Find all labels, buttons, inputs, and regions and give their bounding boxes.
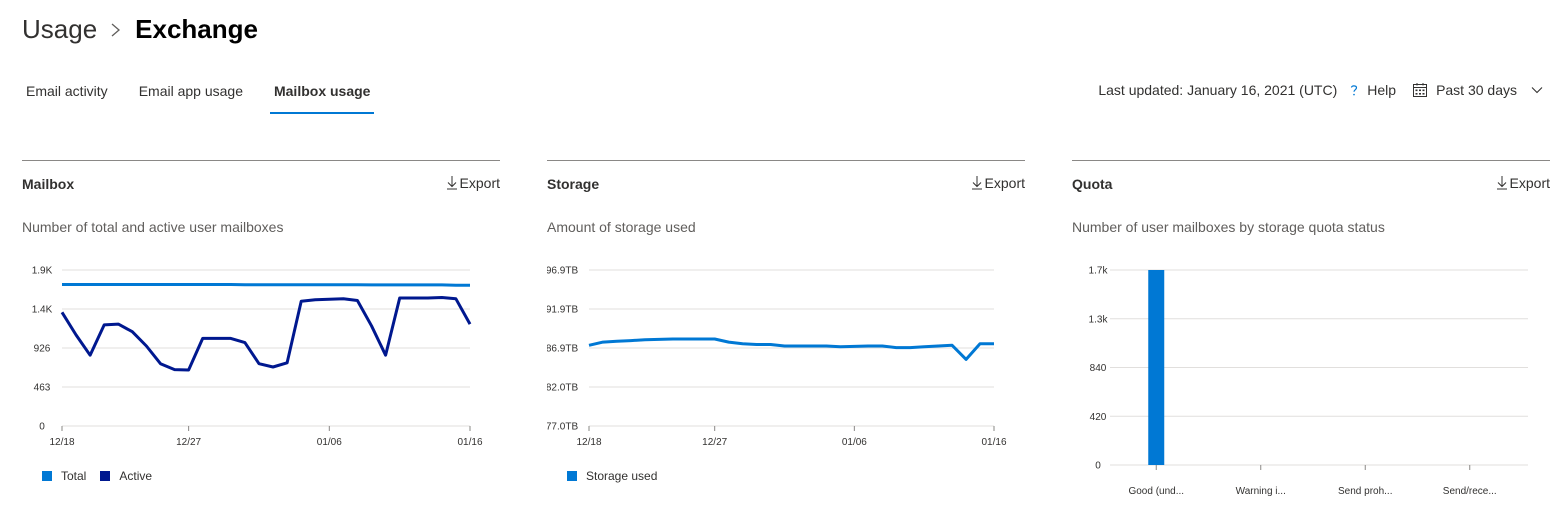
mailbox-card: Mailbox Export Number of total and activ… bbox=[22, 160, 500, 506]
legend-swatch bbox=[100, 471, 111, 481]
y-tick-label: 82.0TB bbox=[547, 383, 578, 394]
x-tick-label: 01/16 bbox=[981, 437, 1006, 448]
legend-item-total[interactable]: Total bbox=[42, 469, 86, 483]
export-button[interactable]: Export bbox=[971, 175, 1025, 191]
y-tick-label: 1.9K bbox=[32, 266, 53, 277]
x-tick-label: 01/06 bbox=[842, 437, 867, 448]
card-subtitle: Number of total and active user mailboxe… bbox=[22, 219, 284, 235]
export-button[interactable]: Export bbox=[446, 175, 500, 191]
y-tick-label: 1.7k bbox=[1089, 266, 1109, 277]
x-tick-label: Send proh... bbox=[1338, 486, 1392, 497]
page-title: Exchange bbox=[135, 14, 258, 44]
y-tick-label: 1.3k bbox=[1089, 314, 1109, 325]
legend-item-active[interactable]: Active bbox=[100, 469, 152, 483]
download-icon bbox=[446, 176, 457, 190]
chevron-down-icon[interactable] bbox=[1531, 84, 1543, 96]
chevron-right-icon bbox=[111, 23, 121, 36]
y-tick-label: 1.4K bbox=[32, 305, 53, 316]
export-label: Export bbox=[459, 175, 500, 191]
x-tick-label: 12/27 bbox=[176, 437, 201, 448]
card-subtitle: Amount of storage used bbox=[547, 219, 696, 235]
export-label: Export bbox=[1509, 175, 1550, 191]
calendar-icon bbox=[1413, 83, 1428, 97]
legend-swatch bbox=[567, 471, 577, 481]
y-tick-label: 96.9TB bbox=[547, 266, 578, 277]
x-tick-label: Warning i... bbox=[1236, 486, 1286, 497]
y-tick-label: 926 bbox=[34, 344, 51, 355]
legend-label: Storage used bbox=[586, 469, 658, 483]
x-tick-label: 12/18 bbox=[576, 437, 601, 448]
question-mark-icon[interactable] bbox=[1347, 83, 1361, 97]
help-link[interactable]: Help bbox=[1367, 82, 1397, 98]
breadcrumb: Usage Exchange bbox=[22, 14, 258, 45]
y-tick-label: 86.9TB bbox=[547, 344, 578, 355]
chart-legend: Total Active bbox=[42, 469, 166, 483]
series-line-total bbox=[62, 283, 470, 287]
chart-legend: Storage used bbox=[567, 469, 671, 483]
storage-card: Storage Export Amount of storage used 96… bbox=[547, 160, 1025, 506]
card-title: Storage bbox=[547, 176, 600, 192]
x-tick-label: Good (und... bbox=[1128, 486, 1184, 497]
storage-line-chart: 96.9TB 91.9TB 86.9TB 82.0TB 77.0TB 12/18 12/27… bbox=[547, 266, 1007, 449]
y-tick-label: 463 bbox=[34, 383, 51, 394]
last-updated-text: Last updated: January 16, 2021 (UTC) bbox=[1098, 82, 1338, 98]
card-title: Quota bbox=[1072, 176, 1113, 192]
mailbox-line-chart: 1.9K 1.4K 926 463 0 12/18 12/27 01/06 01/16 bbox=[32, 266, 483, 449]
legend-label: Active bbox=[119, 469, 153, 483]
series-line-storage-used bbox=[588, 337, 994, 361]
x-tick-label: 01/16 bbox=[457, 437, 482, 448]
legend-swatch bbox=[42, 471, 52, 481]
legend-item-storage-used[interactable]: Storage used bbox=[567, 469, 657, 483]
tab-mailbox-usage[interactable]: Mailbox usage bbox=[269, 80, 375, 114]
card-subtitle: Number of user mailboxes by storage quot… bbox=[1072, 219, 1385, 235]
legend-label: Total bbox=[61, 469, 87, 483]
y-tick-label: 77.0TB bbox=[547, 422, 578, 433]
date-range-dropdown[interactable]: Past 30 days bbox=[1436, 82, 1517, 98]
tab-email-activity[interactable]: Email activity bbox=[26, 83, 108, 99]
y-tick-label: 0 bbox=[39, 422, 45, 433]
report-toolbar: Last updated: January 16, 2021 (UTC) Hel… bbox=[1098, 80, 1543, 100]
quota-card: Quota Export Number of user mailboxes by… bbox=[1072, 160, 1550, 506]
tab-bar: Email activity Email app usage Mailbox u… bbox=[22, 80, 397, 114]
download-icon bbox=[1496, 176, 1507, 190]
y-tick-label: 420 bbox=[1090, 412, 1107, 423]
download-icon bbox=[971, 176, 982, 190]
y-tick-label: 91.9TB bbox=[547, 305, 578, 316]
export-label: Export bbox=[984, 175, 1025, 191]
quota-bar-chart: 1.7k 1.3k 840 420 0 Good (und... Warning i... S… bbox=[1089, 266, 1528, 497]
bar-1 bbox=[1148, 270, 1165, 465]
x-tick-label: 01/06 bbox=[317, 437, 342, 448]
export-button[interactable]: Export bbox=[1496, 175, 1550, 191]
tab-email-app-usage[interactable]: Email app usage bbox=[138, 83, 243, 99]
x-tick-label: 12/27 bbox=[702, 437, 727, 448]
breadcrumb-usage[interactable]: Usage bbox=[22, 14, 98, 44]
y-tick-label: 840 bbox=[1090, 363, 1107, 374]
card-title: Mailbox bbox=[22, 176, 75, 192]
x-tick-label: 12/18 bbox=[49, 437, 74, 448]
series-line-active bbox=[60, 296, 472, 372]
x-tick-label: Send/rece... bbox=[1443, 486, 1497, 497]
y-tick-label: 0 bbox=[1095, 461, 1101, 472]
